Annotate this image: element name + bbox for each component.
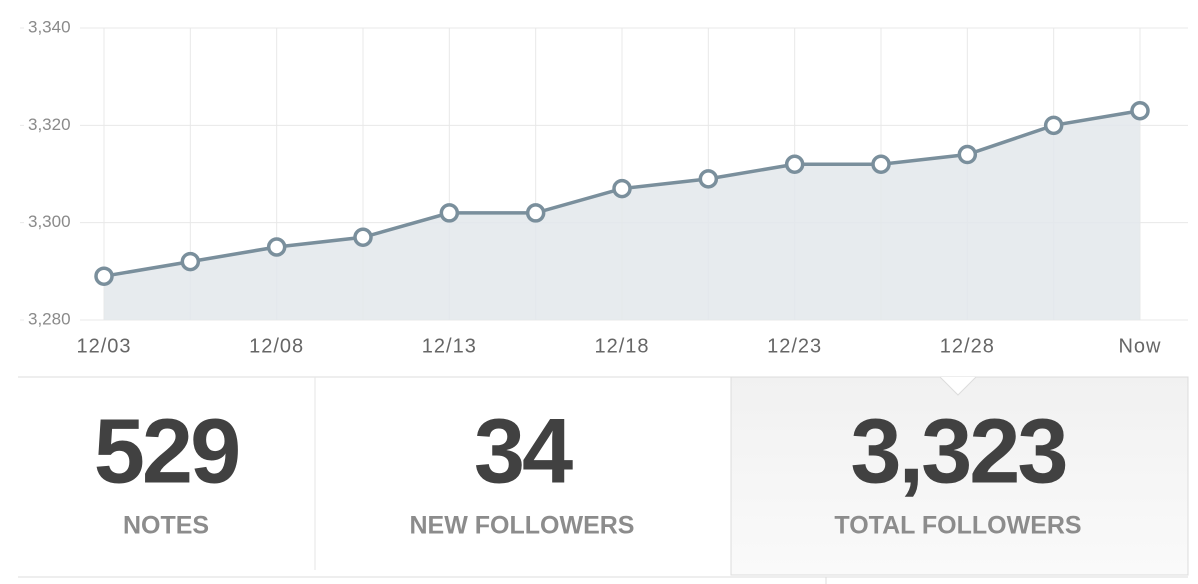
point <box>698 169 719 189</box>
point <box>612 178 632 199</box>
x-tick-label: 12/18 <box>594 335 649 357</box>
chart: 3,280 3,300 3,320 3,340 12/03 12/08 12/13 12/18… <box>20 17 1188 357</box>
pointer <box>939 376 977 396</box>
stat-label: TOTAL FOLLOWERS <box>834 512 1081 540</box>
label-bg <box>24 310 80 330</box>
y-tick-label: 3,320 <box>28 115 71 134</box>
point <box>1043 115 1064 136</box>
point <box>525 203 546 223</box>
point <box>353 227 373 248</box>
x-tick-label: 12/13 <box>422 335 477 357</box>
x-tick-label: 12/28 <box>940 335 995 357</box>
y-tick-label: 3,340 <box>28 17 71 36</box>
point <box>784 154 805 175</box>
x-tick-label: 12/23 <box>767 335 822 357</box>
point <box>266 237 287 257</box>
stat-value: 3,323 <box>850 400 1065 502</box>
stat-value: 529 <box>94 400 239 502</box>
selected-panel[interactable] <box>730 376 1189 576</box>
y-tick-label: 3,280 <box>28 309 71 328</box>
x-tick-label: Now <box>1118 335 1161 357</box>
point <box>180 251 201 272</box>
label-bg <box>24 115 80 136</box>
stats-panel: 529 NOTES 34 NEW FOLLOWERS 3,323 TOTAL F… <box>18 376 1189 584</box>
stat-label: NEW FOLLOWERS <box>410 512 635 540</box>
stat-value: 34 <box>474 400 573 502</box>
stat-label: NOTES <box>123 512 209 540</box>
label-bg <box>24 212 80 233</box>
point <box>1130 100 1150 121</box>
point <box>871 154 891 175</box>
point <box>439 203 460 223</box>
label-bg <box>24 18 80 38</box>
point <box>957 144 978 165</box>
point <box>94 266 114 286</box>
x-tick-label: 12/08 <box>249 335 304 357</box>
x-tick-label: 12/03 <box>76 335 131 357</box>
area <box>104 110 1140 320</box>
y-tick-label: 3,300 <box>28 212 71 231</box>
